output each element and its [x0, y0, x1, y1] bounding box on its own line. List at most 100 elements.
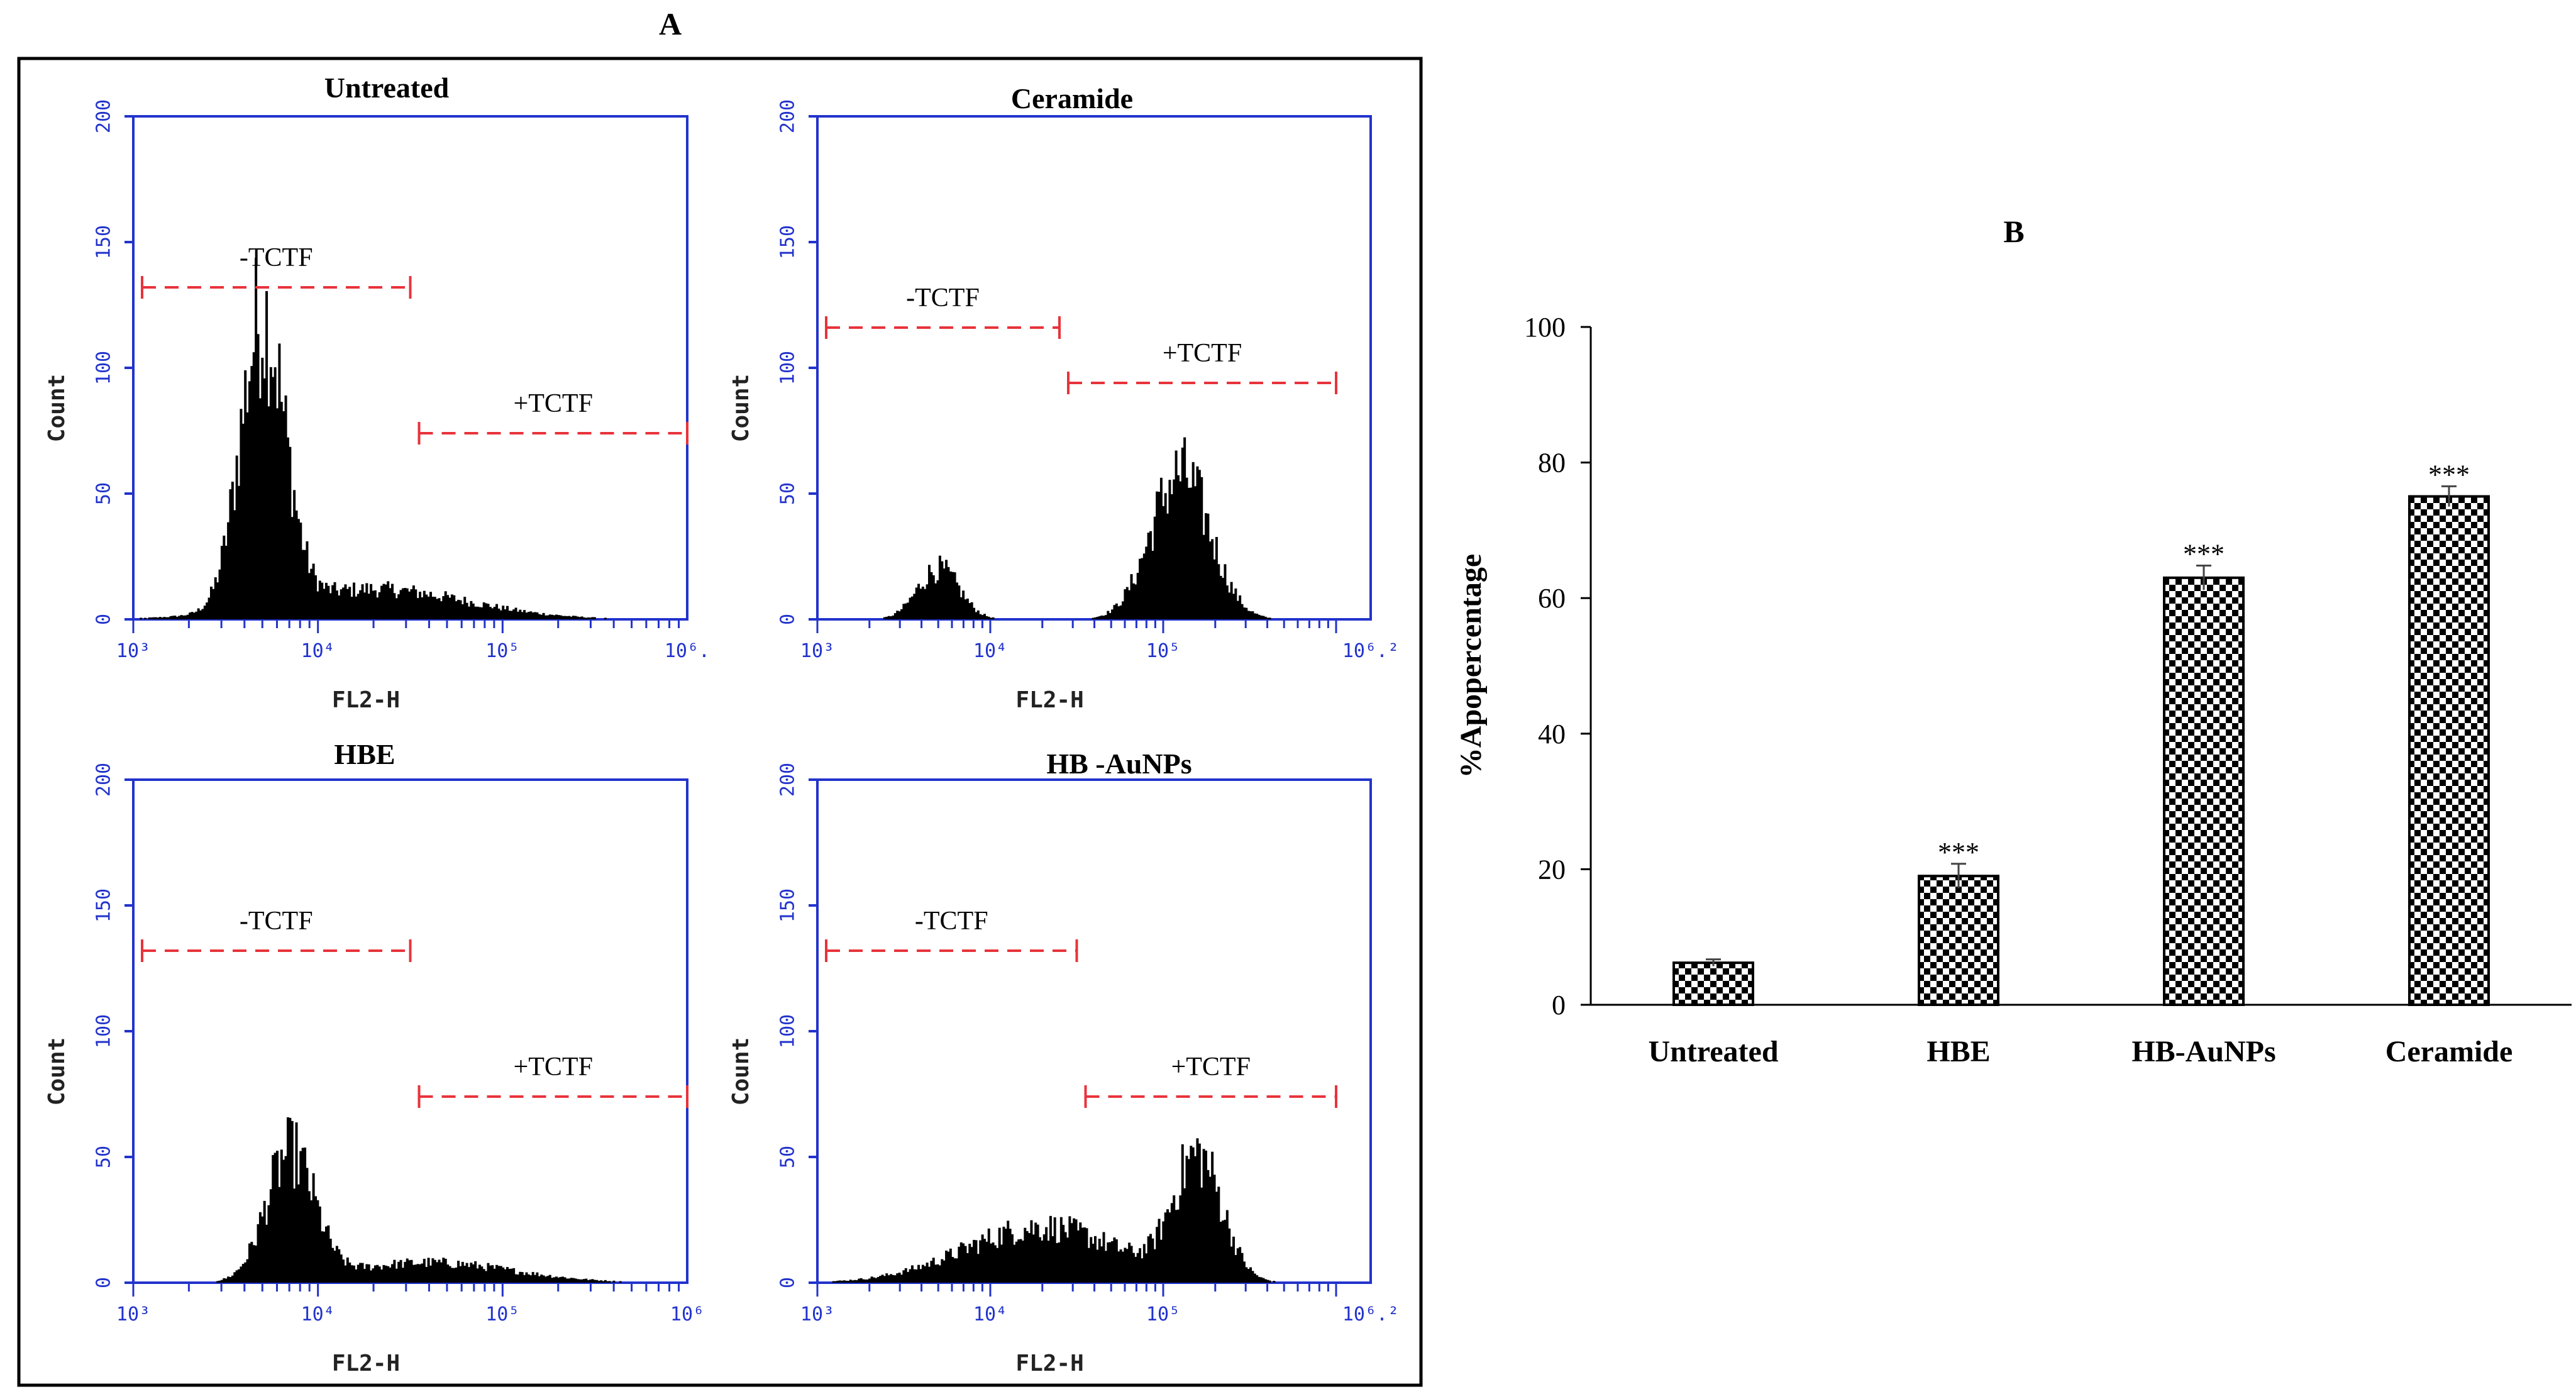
histogram-bin — [847, 1281, 850, 1283]
histogram-bin — [143, 617, 146, 619]
histogram-bin — [551, 614, 554, 619]
histogram-bin — [1225, 1210, 1229, 1283]
histogram-bin — [523, 610, 526, 619]
histogram-bin — [380, 1269, 384, 1283]
y-tick-label: 150 — [93, 225, 115, 259]
histogram-bin — [1168, 1212, 1171, 1283]
histogram-bin — [902, 604, 905, 619]
histogram-bin — [1045, 1227, 1048, 1283]
histogram-bin — [548, 1275, 551, 1283]
histogram-bin — [938, 1265, 941, 1283]
histogram-bin — [250, 1241, 253, 1283]
histogram-bin — [189, 612, 192, 619]
histogram-bin — [868, 1278, 871, 1283]
histogram-bin — [1098, 1239, 1101, 1283]
histogram-bin — [1194, 1156, 1197, 1283]
histogram-bin — [419, 1264, 422, 1283]
histogram-bin — [949, 571, 952, 619]
histogram-bin — [1219, 575, 1222, 619]
histogram-bin — [619, 1281, 622, 1283]
histogram-bin — [480, 607, 484, 619]
x-tick-label: 10⁵ — [485, 1303, 519, 1325]
histogram-bin — [1164, 493, 1167, 619]
y-tick-label: 0 — [93, 1277, 115, 1288]
histogram-bin — [427, 596, 430, 619]
histogram-bin — [934, 1264, 937, 1283]
histogram-bin — [491, 1265, 494, 1283]
gate-label: -TCTF — [906, 284, 980, 313]
histogram-bin — [1147, 533, 1150, 619]
histogram-bin — [892, 615, 895, 619]
histogram-bin — [395, 1268, 398, 1283]
y-axis-label: %Apopercentage — [1454, 554, 1488, 778]
histogram-bin — [165, 617, 168, 619]
histogram-bin — [1217, 1187, 1220, 1283]
histogram-bin — [576, 1279, 579, 1283]
histogram-bin — [959, 597, 963, 619]
histogram-bin — [1245, 607, 1248, 619]
histogram-bin — [892, 1275, 895, 1283]
histogram-bin — [493, 607, 496, 619]
histogram-bin — [1085, 1228, 1088, 1283]
histogram-bin — [353, 1265, 355, 1283]
gate-label: -TCTF — [240, 907, 313, 936]
y-tick-label: 0 — [777, 614, 799, 625]
histogram-bin — [1028, 1233, 1031, 1283]
y-tick-label: 200 — [93, 99, 115, 133]
histogram-bin — [917, 584, 920, 619]
histogram-bin — [1039, 1237, 1041, 1283]
histogram-bin — [255, 257, 258, 619]
histogram-bin — [589, 1279, 592, 1283]
histogram-bin — [218, 569, 221, 619]
histogram-bin — [949, 1248, 952, 1283]
histogram-bin — [453, 1268, 456, 1283]
histogram-bin — [463, 1266, 467, 1283]
histogram-bin — [1202, 534, 1205, 619]
histogram-bin — [252, 352, 255, 619]
histogram-bin — [174, 616, 177, 619]
histogram-bin — [508, 1268, 511, 1283]
histogram-bin — [1253, 1273, 1256, 1283]
histogram-bin — [945, 560, 948, 619]
histogram-bin — [1115, 1239, 1118, 1283]
histogram-bin — [1242, 607, 1246, 619]
histogram-bin — [612, 1280, 616, 1283]
x-tick-label: 10⁴ — [973, 1303, 1007, 1325]
histogram-bin — [883, 1276, 886, 1283]
histogram-bin — [853, 1280, 856, 1283]
histogram-bin — [257, 1224, 260, 1283]
histogram-bin — [1158, 492, 1161, 619]
histogram-bin — [370, 584, 373, 619]
x-tick-label: 10³ — [800, 1303, 834, 1325]
histogram-bin — [1264, 616, 1267, 619]
x-tick-label-hb-aunps: HB-AuNPs — [2131, 1035, 2275, 1068]
histogram-bin — [1122, 601, 1124, 619]
histogram-bin — [235, 455, 238, 619]
histogram-bin — [1025, 1231, 1029, 1283]
histogram-bin — [1094, 1236, 1097, 1283]
histogram-bin — [378, 1266, 381, 1283]
histogram-bin — [1013, 1244, 1016, 1283]
histogram-bin — [521, 612, 524, 619]
histogram-bin — [553, 1277, 556, 1283]
histogram-bin — [304, 1148, 307, 1283]
histogram-bin — [373, 1265, 377, 1283]
histogram-bin — [280, 402, 283, 619]
y-tick-label: 100 — [93, 1014, 115, 1048]
histogram-bin — [540, 1275, 543, 1283]
histogram-bin — [318, 580, 321, 619]
histogram-bin — [350, 1265, 353, 1283]
histogram-bin — [274, 367, 277, 619]
histogram-bin — [235, 1270, 238, 1283]
histogram-bin — [333, 582, 336, 619]
significance-marker: *** — [2428, 459, 2470, 490]
histogram-bin — [958, 1246, 961, 1283]
histogram-bin — [421, 1263, 424, 1283]
histogram-bin — [1059, 1217, 1063, 1283]
plot-frame — [132, 115, 688, 621]
histogram-bin — [425, 594, 428, 619]
histogram-bin — [410, 1259, 413, 1283]
histogram-bin — [964, 599, 967, 619]
histogram-bin — [387, 1266, 390, 1283]
